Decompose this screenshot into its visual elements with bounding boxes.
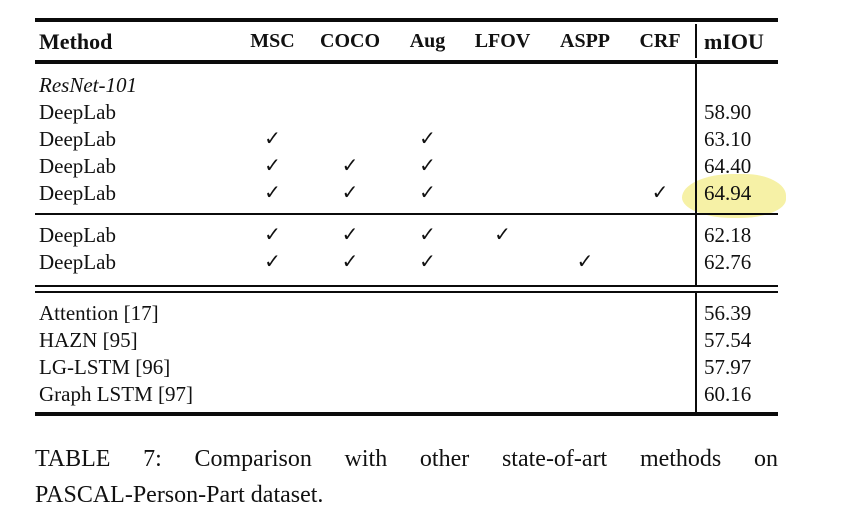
checkmark-icon: ✓ (264, 182, 281, 204)
checkmark-icon: ✓ (341, 182, 359, 204)
miou-cell: 57.54 (704, 328, 752, 352)
checkmark-icon: ✓ (419, 251, 436, 273)
miou-cell: 56.39 (704, 301, 752, 325)
header-coco: COCO (320, 29, 380, 52)
caption-line-2: PASCAL-Person-Part dataset. (35, 482, 324, 508)
table-caption: TABLE 7: Comparison with other state-of-… (35, 441, 778, 513)
table-row: Attention [17] 56.39 (35, 300, 778, 327)
table-section-other-methods: Attention [17] 56.39 HAZN [95] 57.54 LG-LSTM… (35, 293, 778, 412)
checkmark-icon: ✓ (651, 182, 669, 204)
method-cell: DeepLab (39, 181, 116, 205)
header-bottom-rule (35, 60, 778, 64)
table-group-row: ResNet-101 (35, 72, 778, 99)
checkmark-icon: ✓ (264, 128, 281, 150)
checkmark-icon: ✓ (341, 155, 359, 177)
mid-rule (35, 213, 778, 215)
checkmark-icon: ✓ (264, 224, 281, 246)
miou-cell: 64.94 (704, 181, 752, 205)
method-cell: LG-LSTM [96] (39, 355, 171, 379)
checkmark-icon: ✓ (341, 224, 359, 246)
header-method: Method (39, 28, 113, 54)
table-row: Graph LSTM [97] 60.16 (35, 381, 778, 408)
miou-cell: 64.40 (704, 154, 752, 178)
method-cell: DeepLab (39, 223, 116, 247)
caption-line-1: TABLE 7: Comparison with other state-of-… (35, 446, 778, 472)
header-aug: Aug (409, 29, 446, 52)
method-cell: DeepLab (39, 100, 116, 124)
header-column-separator (695, 24, 697, 58)
method-cell: Attention [17] (39, 301, 159, 325)
table-section-resnet: ResNet-101 DeepLab 58.90 DeepLab ✓ ✓ 63.10 Deep… (35, 64, 786, 218)
checkmark-icon: ✓ (264, 155, 281, 177)
header-lfov: LFOV (474, 29, 531, 52)
checkmark-icon: ✓ (419, 128, 436, 150)
table-row: DeepLab ✓ ✓ ✓ ✓ 64.94 (35, 180, 778, 207)
table-row: DeepLab ✓ ✓ ✓ 64.40 (35, 153, 778, 180)
table-top-rule (35, 18, 778, 22)
table-row: DeepLab ✓ ✓ 63.10 (35, 126, 778, 153)
header-miou: mIOU (704, 28, 764, 54)
method-cell: DeepLab (39, 154, 116, 178)
miou-cell: 60.16 (704, 382, 752, 406)
column-separator (695, 215, 697, 285)
checkmark-icon: ✓ (264, 251, 281, 273)
miou-cell: 58.90 (704, 100, 752, 124)
table-bottom-rule (35, 412, 778, 416)
header-aspp: ASPP (560, 29, 610, 52)
header-crf: CRF (639, 29, 681, 52)
header-msc: MSC (250, 29, 295, 52)
miou-cell: 63.10 (704, 127, 752, 151)
checkmark-icon: ✓ (341, 251, 359, 273)
miou-cell: 62.76 (704, 250, 752, 274)
table-header-row: Method MSC COCO Aug LFOV ASPP CRF mIOU (35, 22, 778, 60)
table-row: HAZN [95] 57.54 (35, 327, 778, 354)
method-cell: HAZN [95] (39, 328, 138, 352)
checkmark-icon: ✓ (419, 224, 436, 246)
checkmark-icon: ✓ (576, 251, 594, 273)
checkmark-icon: ✓ (419, 155, 436, 177)
table-section-deeplab-variants: DeepLab ✓ ✓ ✓ ✓ 62.18 DeepLab ✓ ✓ ✓ ✓ 62.76 (35, 215, 778, 285)
table-row: DeepLab ✓ ✓ ✓ ✓ 62.76 (35, 249, 778, 276)
miou-cell: 57.97 (704, 355, 752, 379)
method-cell: Graph LSTM [97] (39, 382, 193, 406)
group-label: ResNet-101 (39, 73, 137, 97)
column-separator (695, 64, 697, 213)
checkmark-icon: ✓ (494, 224, 511, 246)
table-row: DeepLab ✓ ✓ ✓ ✓ 62.18 (35, 222, 778, 249)
column-separator (695, 293, 697, 412)
method-cell: DeepLab (39, 127, 116, 151)
checkmark-icon: ✓ (419, 182, 436, 204)
highlight-marker (682, 174, 786, 218)
miou-cell: 62.18 (704, 223, 752, 247)
table-row: LG-LSTM [96] 57.97 (35, 354, 778, 381)
paper-table-figure: Method MSC COCO Aug LFOV ASPP CRF mIOU R… (35, 18, 786, 513)
method-cell: DeepLab (39, 250, 116, 274)
double-rule (35, 285, 778, 293)
table-row: DeepLab 58.90 (35, 99, 778, 126)
